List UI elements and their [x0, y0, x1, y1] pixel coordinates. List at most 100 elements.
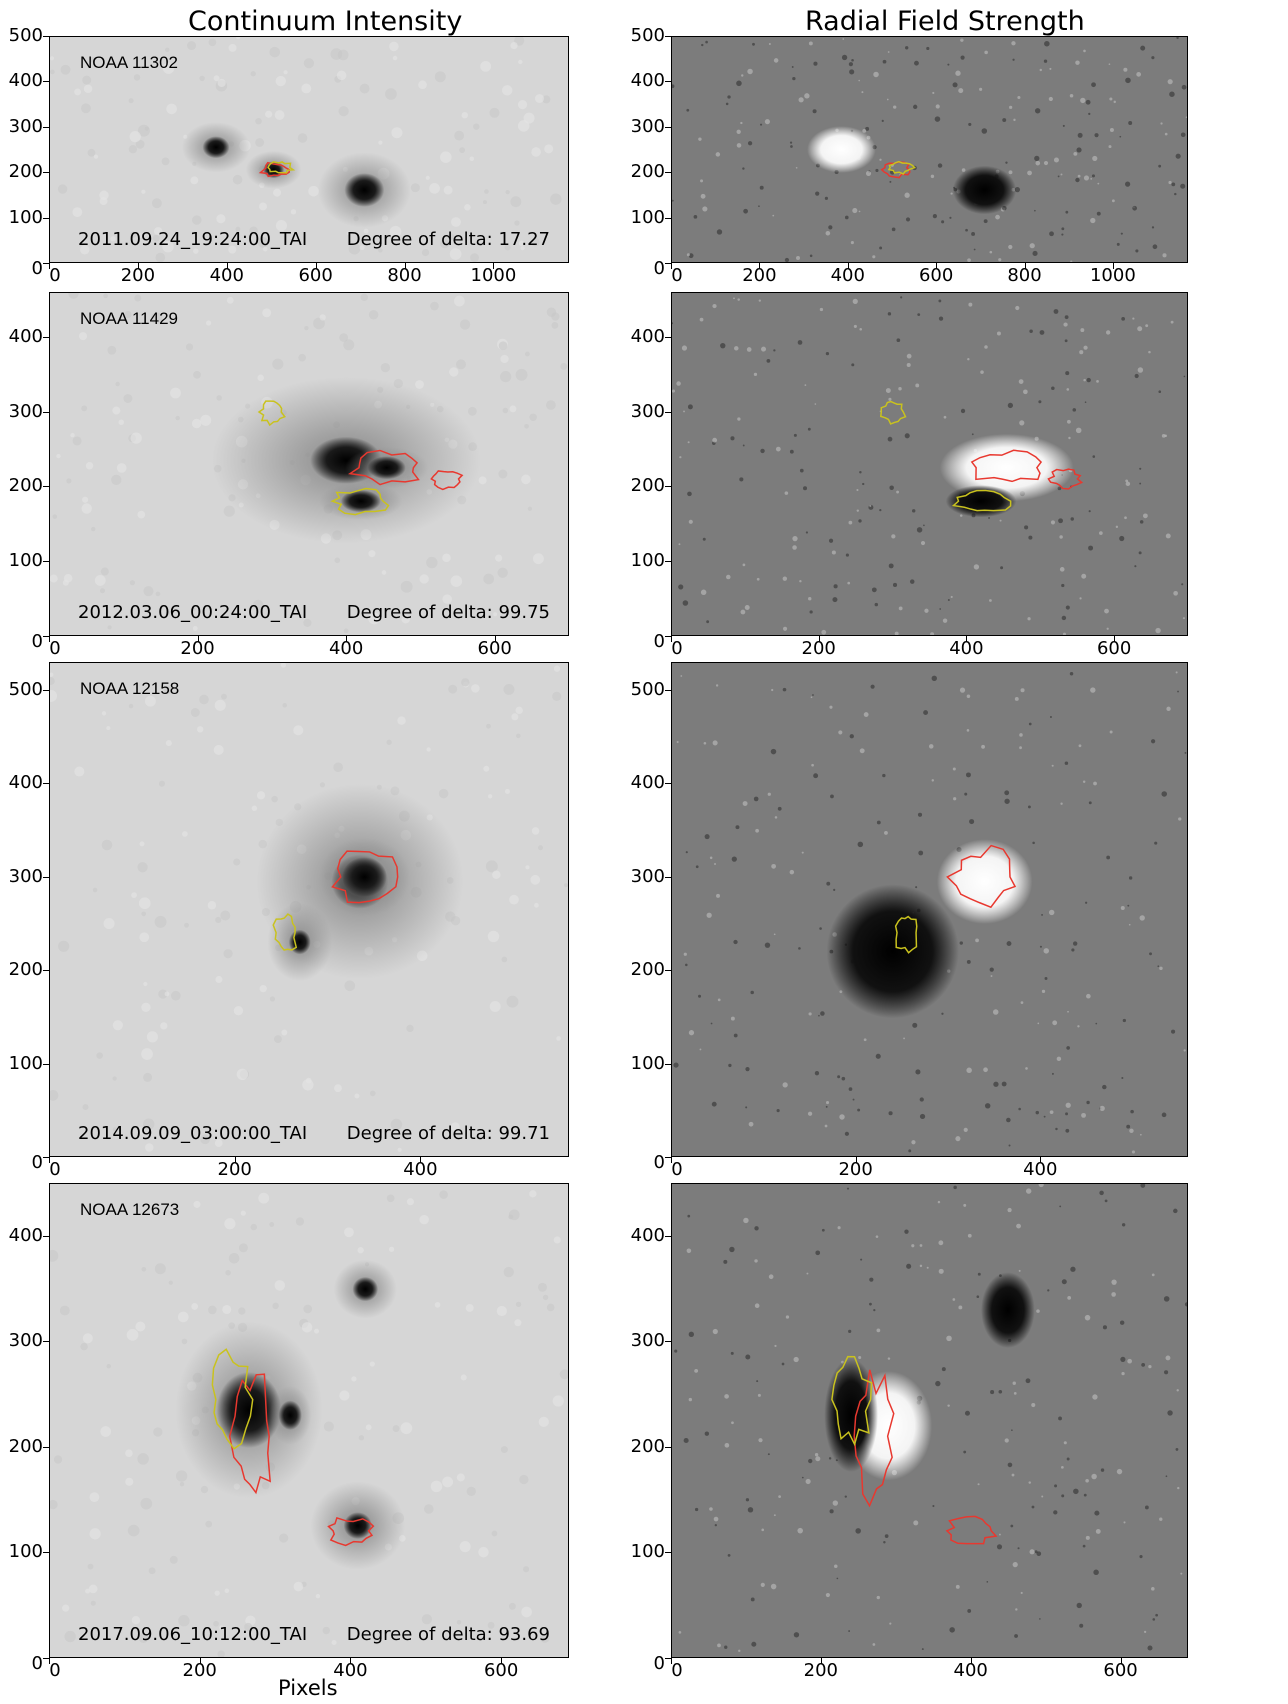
- y-tick-mark: [43, 1341, 49, 1343]
- x-tick-mark: [49, 636, 50, 642]
- degree-of-delta-label: Degree of delta: 99.71: [346, 1123, 550, 1144]
- y-tick-mark: [43, 126, 49, 128]
- y-tick-mark: [43, 172, 49, 174]
- noaa-label: NOAA 12158: [80, 679, 180, 698]
- noaa-label: NOAA 11302: [80, 53, 178, 72]
- y-tick-mark: [665, 1552, 671, 1554]
- x-tick-label: 0: [49, 1159, 61, 1180]
- x-tick-label: 200: [120, 265, 156, 286]
- y-tick-mark: [665, 561, 671, 563]
- y-tick-label: 300: [630, 1330, 665, 1352]
- x-tick-label: 200: [742, 265, 777, 286]
- y-tick-mark: [43, 636, 49, 637]
- y-tick-label: 0: [653, 1653, 665, 1674]
- y-tick-mark: [665, 172, 671, 174]
- contour: [887, 160, 916, 175]
- y-tick-label: 300: [8, 865, 43, 887]
- y-tick-mark: [43, 81, 49, 83]
- y-tick-mark: [665, 81, 671, 83]
- y-tick-mark: [43, 36, 49, 37]
- y-tick-mark: [43, 1552, 49, 1554]
- contour: [894, 915, 918, 954]
- y-tick-label: 100: [8, 1052, 43, 1074]
- x-tick-label: 400: [328, 638, 364, 659]
- x-tick-mark: [966, 636, 968, 642]
- contour: [853, 1369, 895, 1508]
- x-tick-mark: [671, 636, 672, 642]
- x-tick-mark: [350, 1658, 352, 1664]
- x-tick-label: 200: [217, 1159, 252, 1180]
- y-tick-label: 300: [630, 865, 665, 887]
- x-tick-mark: [820, 1658, 822, 1664]
- y-tick-label: 200: [8, 1435, 43, 1457]
- x-tick-mark: [346, 636, 348, 642]
- x-tick-mark: [234, 1157, 236, 1163]
- contour: [228, 1373, 272, 1495]
- contour: [970, 449, 1043, 483]
- y-tick-label: 100: [8, 1541, 43, 1563]
- x-tick-mark: [671, 1157, 672, 1163]
- right-column-title: Radial Field Strength: [805, 6, 1085, 37]
- y-tick-label: 200: [630, 959, 665, 981]
- x-tick-label: 0: [49, 1660, 61, 1681]
- x-tick-label: 600: [918, 265, 954, 286]
- timestamp-label: 2012.03.06_00:24:00_TAI: [78, 602, 308, 623]
- y-tick-label: 100: [630, 550, 665, 572]
- x-tick-label: 0: [49, 638, 61, 659]
- contour: [831, 1355, 873, 1447]
- y-tick-label: 200: [8, 475, 43, 497]
- y-tick-mark: [665, 336, 671, 338]
- y-tick-label: 100: [630, 1541, 665, 1563]
- y-tick-label: 100: [630, 1052, 665, 1074]
- x-tick-label: 400: [1023, 1159, 1058, 1180]
- y-tick-label: 100: [630, 206, 665, 228]
- y-tick-label: 300: [8, 400, 43, 422]
- y-tick-label: 300: [8, 1330, 43, 1352]
- x-tick-mark: [226, 263, 228, 269]
- timestamp-label: 2011.09.24_19:24:00_TAI: [78, 229, 308, 250]
- x-tick-label: 800: [387, 265, 422, 286]
- y-tick-mark: [43, 1658, 49, 1659]
- y-tick-mark: [665, 1446, 671, 1448]
- contour: [331, 850, 399, 904]
- x-tick-label: 400: [830, 265, 865, 286]
- contour: [1047, 468, 1084, 490]
- y-tick-label: 100: [8, 550, 43, 572]
- y-tick-label: 500: [630, 25, 665, 46]
- y-tick-label: 200: [8, 959, 43, 981]
- y-tick-mark: [43, 486, 49, 488]
- timestamp-label: 2014.09.09_03:00:00_TAI: [78, 1123, 308, 1144]
- x-tick-label: 600: [1096, 638, 1132, 659]
- x-tick-label: 0: [671, 1159, 683, 1180]
- contour: [879, 400, 907, 425]
- y-tick-label: 400: [630, 1224, 665, 1246]
- x-tick-label: 200: [182, 1660, 217, 1681]
- y-tick-mark: [43, 336, 49, 338]
- x-tick-label: 0: [671, 1660, 683, 1681]
- x-axis-label: Pixels: [278, 1676, 338, 1700]
- x-tick-mark: [855, 1157, 857, 1163]
- y-tick-label: 100: [8, 206, 43, 228]
- x-tick-label: 200: [180, 638, 215, 659]
- x-tick-label: 0: [49, 265, 61, 286]
- y-tick-label: 200: [630, 475, 665, 497]
- y-tick-mark: [43, 1063, 49, 1065]
- contour: [945, 1515, 998, 1545]
- x-tick-label: 200: [801, 638, 836, 659]
- x-tick-mark: [818, 636, 820, 642]
- y-tick-label: 0: [653, 1152, 665, 1173]
- y-tick-label: 500: [8, 679, 43, 701]
- y-tick-label: 0: [31, 1653, 43, 1674]
- y-tick-mark: [43, 561, 49, 563]
- continuum-intensity-image: NOAA 12158 2014.09.09_03:00:00_TAI Degree …: [49, 662, 569, 1157]
- y-tick-label: 0: [653, 258, 665, 279]
- contour: [430, 470, 464, 491]
- degree-of-delta-label: Degree of delta: 99.75: [346, 602, 550, 623]
- y-tick-label: 400: [630, 325, 665, 347]
- y-tick-mark: [665, 783, 671, 785]
- noaa-label: NOAA 12673: [80, 1200, 180, 1219]
- contour: [330, 487, 390, 516]
- y-tick-mark: [43, 970, 49, 972]
- y-tick-label: 0: [653, 631, 665, 652]
- x-tick-mark: [49, 1157, 50, 1163]
